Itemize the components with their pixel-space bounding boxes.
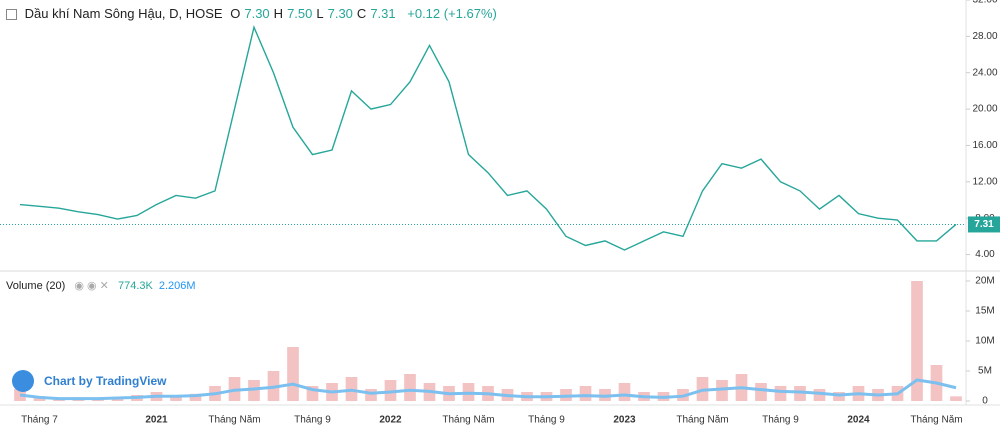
watermark-text: Chart by TradingView bbox=[44, 374, 167, 388]
watermark-logo bbox=[12, 370, 34, 392]
x-tick-label: Tháng Năm bbox=[910, 415, 962, 426]
ohlc-label: H bbox=[273, 6, 284, 21]
y-tick-label: 32.00 bbox=[972, 0, 997, 6]
ohlc-value: 7.50 bbox=[287, 6, 313, 21]
symbol-title: Dầu khí Nam Sông Hậu, D, HOSE bbox=[24, 6, 223, 21]
y-tick-label: 0 bbox=[982, 396, 988, 407]
ohlc-value: 7.30 bbox=[327, 6, 353, 21]
ohlc-label: C bbox=[356, 6, 367, 21]
last-price-label: 7.31 bbox=[974, 219, 994, 230]
volume-legend: 774.3K 2.206M bbox=[118, 280, 202, 292]
y-tick-label: 4.00 bbox=[975, 249, 995, 260]
x-tick-label: Tháng 9 bbox=[294, 415, 331, 426]
bar bbox=[189, 393, 202, 401]
bar bbox=[911, 281, 923, 401]
y-tick-label: 15M bbox=[975, 306, 994, 317]
legend-header: Dầu khí Nam Sông Hậu, D, HOSE O 7.30 H 7.50… bbox=[6, 6, 501, 21]
x-tick-label: Tháng Năm bbox=[676, 415, 728, 426]
bar bbox=[404, 374, 416, 401]
ohlc-label: L bbox=[316, 6, 324, 21]
volume-title: Volume (20) bbox=[6, 280, 66, 292]
ohlc: O 7.30 H 7.50 L 7.30 C 7.31 bbox=[230, 6, 399, 21]
bar bbox=[365, 389, 377, 401]
y-tick-label: 24.00 bbox=[972, 67, 997, 78]
bar bbox=[579, 386, 592, 401]
bar bbox=[618, 383, 631, 401]
line bbox=[19, 25, 957, 251]
bar bbox=[170, 395, 182, 401]
ohlc-value: 7.30 bbox=[244, 6, 270, 21]
x-tick-label: Tháng 7 bbox=[21, 415, 58, 426]
y-tick-label: 16.00 bbox=[972, 140, 997, 151]
y-tick-label: 28.00 bbox=[972, 31, 997, 42]
volume-legend-value: 774.3K bbox=[117, 280, 153, 292]
volume-header: Volume (20) ◉ ◉ ✕ 774.3K 2.206M bbox=[6, 279, 208, 292]
bar bbox=[813, 389, 826, 401]
bar bbox=[306, 386, 319, 401]
change: +0.12 (+1.67%) bbox=[407, 6, 497, 21]
line bbox=[19, 378, 957, 401]
bar bbox=[287, 347, 299, 401]
bar bbox=[755, 383, 767, 401]
ohlc-value: 7.31 bbox=[370, 6, 396, 21]
x-tick-label: Tháng 9 bbox=[528, 415, 565, 426]
x-tick-label: 2022 bbox=[379, 415, 402, 426]
y-tick-label: 20.00 bbox=[972, 104, 997, 115]
y-tick-label: 10M bbox=[975, 336, 994, 347]
x-tick-label: 2023 bbox=[613, 415, 636, 426]
x-tick-label: Tháng Năm bbox=[442, 415, 494, 426]
x-tick-label: Tháng Năm bbox=[208, 415, 260, 426]
x-tick-label: 2024 bbox=[847, 415, 870, 426]
watermark: Chart by TradingView bbox=[12, 370, 166, 392]
volume-icons[interactable]: ◉ ◉ ✕ bbox=[74, 280, 109, 292]
x-tick-label: 2021 bbox=[145, 415, 168, 426]
collapse-icon[interactable] bbox=[6, 9, 17, 21]
y-tick-label: 5M bbox=[978, 366, 992, 377]
bar bbox=[950, 396, 962, 401]
bar bbox=[774, 386, 787, 401]
y-tick-label: 12.00 bbox=[972, 176, 997, 187]
ohlc-label: O bbox=[230, 6, 241, 21]
y-tick-label: 20M bbox=[975, 276, 994, 287]
volume-legend-value: 2.206M bbox=[158, 280, 196, 292]
x-tick-label: Tháng 9 bbox=[762, 415, 799, 426]
last-price-box bbox=[968, 216, 1000, 233]
